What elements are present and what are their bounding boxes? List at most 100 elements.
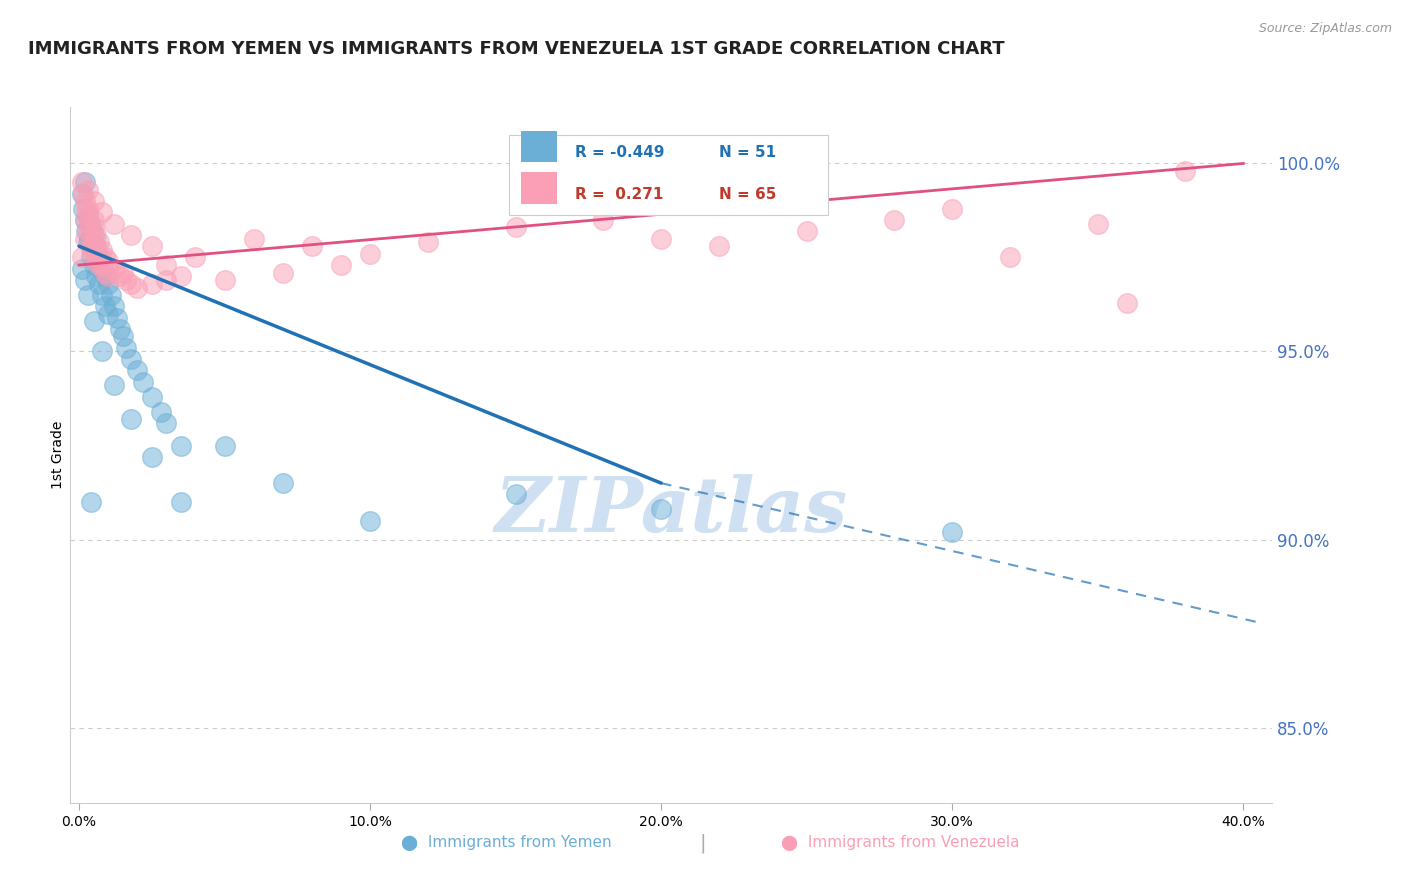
Point: [650, 502, 672, 516]
Point: [141, 239, 163, 253]
Point: [120, 351, 142, 366]
Point: [79, 251, 101, 265]
Point: [79, 220, 101, 235]
Point: [155, 416, 177, 430]
Point: [505, 220, 527, 235]
Point: [70, 251, 93, 265]
Point: [170, 269, 193, 284]
Point: [103, 299, 125, 313]
Point: [76, 224, 98, 238]
Point: [214, 273, 236, 287]
Bar: [522, 172, 557, 203]
Point: [359, 514, 381, 528]
Point: [86, 239, 108, 253]
Point: [271, 266, 294, 280]
Point: [91, 243, 114, 257]
Point: [184, 251, 207, 265]
Point: [94, 269, 117, 284]
Point: [141, 450, 163, 464]
Point: [73, 212, 96, 227]
Point: [111, 329, 134, 343]
Point: [83, 235, 105, 250]
Point: [103, 261, 125, 276]
Point: [89, 277, 111, 291]
Point: [75, 202, 97, 216]
Point: [111, 266, 134, 280]
Point: [108, 269, 131, 284]
Point: [83, 314, 105, 328]
Point: [505, 487, 527, 501]
Point: [91, 344, 114, 359]
Point: [91, 205, 114, 219]
Text: IMMIGRANTS FROM YEMEN VS IMMIGRANTS FROM VENEZUELA 1ST GRADE CORRELATION CHART: IMMIGRANTS FROM YEMEN VS IMMIGRANTS FROM…: [28, 40, 1005, 58]
Point: [73, 194, 96, 208]
Point: [76, 183, 98, 197]
Point: [141, 277, 163, 291]
Point: [108, 322, 131, 336]
Point: [1087, 217, 1109, 231]
Point: [100, 288, 122, 302]
Point: [1000, 251, 1022, 265]
Point: [97, 261, 120, 276]
Point: [79, 495, 101, 509]
Y-axis label: 1st Grade: 1st Grade: [51, 421, 65, 489]
Point: [83, 194, 105, 208]
Point: [73, 273, 96, 287]
Point: [94, 266, 117, 280]
Point: [120, 277, 142, 291]
Point: [709, 239, 731, 253]
Point: [149, 405, 172, 419]
Point: [103, 378, 125, 392]
Point: [242, 232, 264, 246]
Text: R =  0.271: R = 0.271: [575, 186, 664, 202]
Point: [89, 258, 111, 272]
Point: [73, 175, 96, 189]
Point: [76, 202, 98, 216]
Point: [127, 280, 149, 294]
Point: [127, 363, 149, 377]
Point: [77, 217, 100, 231]
Point: [97, 307, 120, 321]
Point: [214, 438, 236, 452]
Point: [592, 212, 614, 227]
Point: [941, 524, 963, 539]
Point: [86, 246, 108, 260]
Point: [72, 202, 94, 216]
Point: [114, 341, 136, 355]
Point: [650, 232, 672, 246]
Point: [301, 239, 323, 253]
Point: [1115, 295, 1137, 310]
Point: [76, 209, 98, 223]
Point: [796, 224, 818, 238]
Text: N = 51: N = 51: [720, 145, 776, 160]
Point: [91, 261, 114, 276]
Point: [89, 235, 111, 250]
Point: [76, 235, 98, 250]
Point: [941, 202, 963, 216]
Point: [883, 212, 905, 227]
Point: [83, 212, 105, 227]
Text: ZIPatlas: ZIPatlas: [495, 474, 848, 548]
Point: [76, 288, 98, 302]
Text: R = -0.449: R = -0.449: [575, 145, 665, 160]
Text: Source: ZipAtlas.com: Source: ZipAtlas.com: [1258, 22, 1392, 36]
Point: [86, 269, 108, 284]
Point: [170, 495, 193, 509]
Point: [75, 224, 97, 238]
Point: [271, 476, 294, 491]
Point: [70, 261, 93, 276]
Point: [73, 212, 96, 227]
Point: [91, 288, 114, 302]
Point: [97, 269, 120, 284]
Point: [97, 254, 120, 268]
Point: [94, 299, 117, 313]
Point: [120, 227, 142, 242]
Point: [97, 277, 120, 291]
Point: [73, 232, 96, 246]
Point: [76, 209, 98, 223]
Point: [83, 258, 105, 272]
Point: [155, 258, 177, 272]
Point: [72, 186, 94, 201]
Point: [418, 235, 440, 250]
Point: [89, 251, 111, 265]
